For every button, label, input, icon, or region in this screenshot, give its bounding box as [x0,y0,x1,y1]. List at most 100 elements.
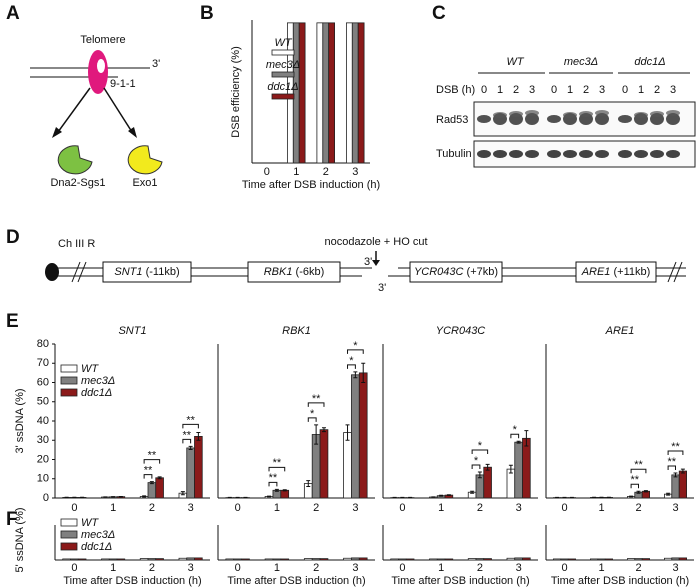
bar [634,558,643,561]
significance-bracket [268,481,278,487]
x-tick-label: 0 [399,562,405,574]
significance-bracket [630,483,639,489]
band [477,115,491,123]
x-tick-label: 3 [352,502,358,514]
band [509,111,523,117]
break-mark [77,261,87,283]
error-bar [306,480,311,487]
bar [429,558,438,561]
bar [678,557,688,561]
diagram-label: Dna2-Sgs1 [50,177,105,189]
gene-name: ARE1 [581,266,611,278]
significance-bracket [471,464,481,470]
significance-bracket [471,449,489,455]
panel-d-diagram [45,251,686,283]
gene-label: SNT1 (-11kb) [114,266,179,278]
error-bar [282,489,287,492]
x-tick-label: 2 [313,502,319,514]
error-bar [446,494,451,496]
bar [225,558,235,561]
row-label: DSB (h) [436,84,475,96]
x-tick-label: 0 [235,502,241,514]
bar [280,489,290,499]
gene-name: YCR043C [414,266,464,278]
legend-swatch [271,71,295,78]
band [634,150,648,158]
significance-label: ** [273,457,282,469]
band [563,150,577,158]
bar [483,558,492,561]
bar [116,558,126,561]
significance-bracket [510,433,520,439]
bar [70,558,79,561]
legend-label: ddc1Δ [267,81,298,93]
error-bar [361,362,366,383]
band [595,113,609,125]
arrow [57,87,91,133]
gene-label: RBK1 (-6kb) [264,266,325,278]
band [563,112,577,118]
significance-label: ** [671,441,680,453]
blot-label: Tubulin [436,148,472,160]
x-tick-label: 2 [149,502,155,514]
gene-position: (-11kb) [146,266,180,278]
error-bar [196,432,201,441]
legend-swatch [271,93,295,100]
bar [567,558,577,561]
bar [272,558,282,561]
gene-name: RBK1 [264,266,293,278]
bar [139,558,149,561]
lane-label: 0 [481,84,487,96]
error-bar [516,440,521,444]
legend-label: WT [81,517,99,529]
significance-label: * [310,408,315,420]
end-label: 3' [364,256,372,268]
bar [328,22,336,164]
x-tick-label: 0 [561,562,567,574]
gene-position: (+7kb) [467,266,499,278]
bar [233,558,242,561]
lane-label: 3 [670,84,676,96]
chart-title: SNT1 [118,325,146,337]
clamp [88,50,108,94]
bar [147,482,157,499]
bar [303,558,313,561]
lane-label: 1 [567,84,573,96]
x-tick-label: 0 [561,502,567,514]
band [493,150,507,158]
band [618,150,632,158]
legend-label: ddc1Δ [81,387,112,399]
bar [319,558,329,561]
error-bar [267,495,272,498]
lane-label: 3 [599,84,605,96]
bar [436,558,446,561]
bar [241,558,250,561]
bar [319,429,329,499]
x-axis-label: Time after DSB induction (h) [391,575,529,587]
x-tick-label: 2 [477,502,483,514]
significance-label: * [478,440,483,452]
bar [351,22,359,164]
x-tick-label: 1 [293,166,299,178]
arrow-head [128,127,137,138]
significance-label: ** [634,459,643,471]
gene-box [575,261,657,283]
y-tick-label: 10 [37,473,49,485]
error-bar [636,490,641,494]
bar [597,558,606,561]
gene-box [247,261,341,283]
significance-label: * [353,340,358,352]
bar [627,558,636,561]
chart-title: ARE1 [605,325,635,337]
y-tick-label: 40 [37,415,49,427]
lane-label: 1 [497,84,503,96]
significance-bracket [182,438,192,444]
bar [483,466,492,499]
legend-label: WT [81,363,99,375]
significance-bracket [143,459,161,464]
significance-bracket [307,417,317,422]
x-tick-label: 3 [516,562,522,574]
band [525,110,539,116]
bar [101,558,110,561]
x-tick-label: 2 [313,562,319,574]
